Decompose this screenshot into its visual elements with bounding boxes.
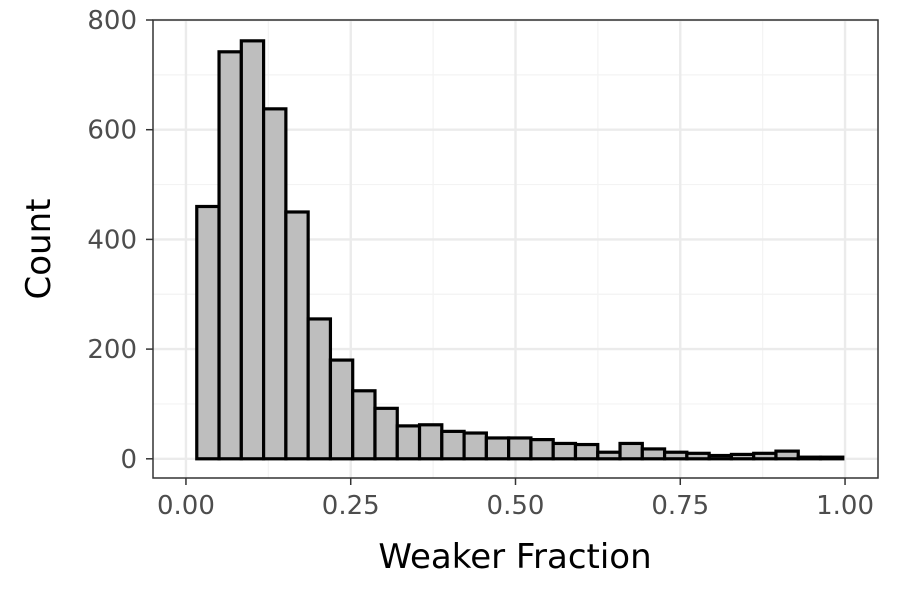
x-tick-label: 0.00	[157, 491, 215, 521]
x-axis-title: Weaker Fraction	[378, 537, 651, 577]
histogram-bar	[752, 451, 778, 461]
x-tick-label: 1.00	[816, 491, 874, 521]
y-axis-title: Count	[19, 199, 59, 300]
histogram-bar	[261, 107, 288, 461]
histogram-bar	[640, 447, 667, 461]
histogram-bar	[373, 406, 399, 461]
y-tick-label: 800	[87, 6, 137, 36]
x-tick-label: 0.50	[487, 491, 545, 521]
x-tick-label: 0.75	[651, 491, 709, 521]
histogram-bar	[551, 441, 578, 461]
y-tick-label: 0	[120, 445, 137, 475]
histogram-bar	[395, 424, 422, 461]
histogram-bar	[507, 436, 533, 461]
ticks-layer: 0.00 0.25 0.50 0.75 1.00 0 200 400 600 800	[87, 6, 874, 521]
y-tick-label: 400	[87, 225, 137, 255]
histogram-bar	[351, 389, 377, 461]
histogram-bar	[618, 441, 644, 461]
histogram-bar	[195, 204, 221, 461]
bars-layer	[195, 39, 845, 461]
histogram-bar	[662, 450, 689, 461]
histogram-bar	[596, 450, 622, 461]
histogram-bar	[217, 50, 243, 461]
histogram-bar	[529, 438, 555, 461]
histogram-bar	[573, 442, 600, 461]
histogram-bar	[417, 423, 444, 461]
histogram-bar	[306, 317, 333, 461]
histogram-bar	[729, 452, 756, 461]
histogram-bar	[484, 436, 511, 461]
histogram-bar	[818, 455, 845, 461]
y-tick-label: 200	[87, 335, 137, 365]
histogram-bar	[328, 358, 355, 461]
histogram-bar	[462, 431, 488, 461]
histogram-bar	[440, 429, 466, 461]
histogram-bar	[707, 453, 734, 461]
histogram-bar	[239, 39, 266, 461]
histogram-bar	[685, 451, 711, 461]
x-tick-label: 0.25	[322, 491, 380, 521]
histogram-bar	[796, 455, 823, 461]
histogram-bar	[284, 210, 310, 461]
histogram-bar	[774, 449, 800, 461]
y-tick-label: 600	[87, 116, 137, 146]
